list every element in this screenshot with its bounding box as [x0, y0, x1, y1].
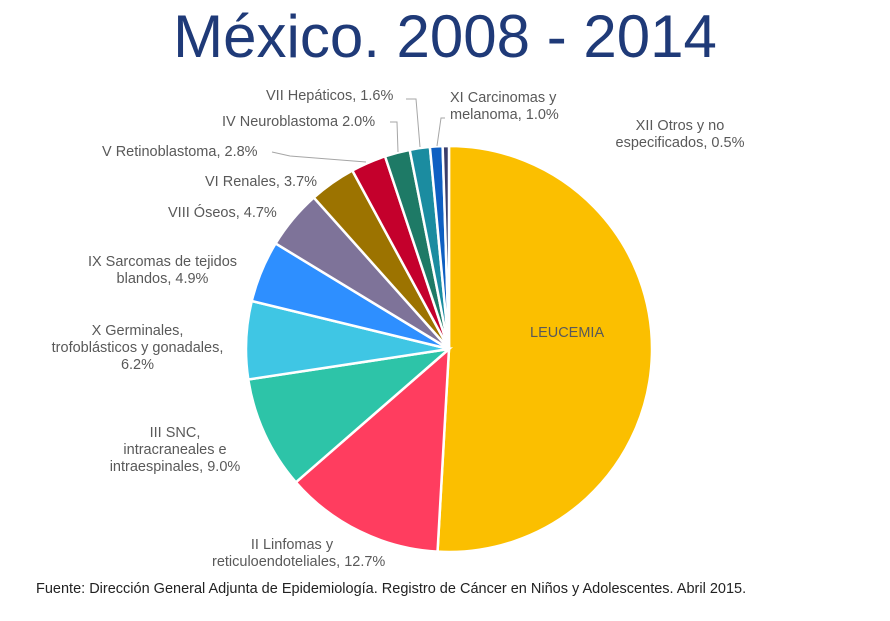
label-hepaticos: VII Hepáticos, 1.6%: [266, 88, 394, 104]
label-line: IX Sarcomas de tejidos: [87, 254, 238, 270]
label-sarcomas: IX Sarcomas de tejidos blandos, 4.9%: [75, 254, 250, 288]
label-line: XII Otros y no: [635, 118, 725, 134]
label-line: intracraneales e: [123, 442, 227, 458]
leader-line-neuroblastoma: [390, 121, 399, 153]
label-line: XI Carcinomas y: [450, 90, 557, 106]
pie-slice-11: [441, 144, 451, 350]
label-line: X Germinales,: [91, 323, 184, 339]
leader-line-carcinomas: [436, 117, 445, 147]
label-carcinomas: XI Carcinomas y melanoma, 1.0%: [450, 90, 559, 124]
source-note: Fuente: Dirección General Adjunta de Epi…: [36, 581, 747, 597]
label-line: reticuloendoteliales, 12.7%: [212, 554, 386, 570]
pie-slice-2: [246, 347, 454, 485]
chart-title: México. 2008 - 2014: [173, 3, 717, 70]
label-line: trofoblásticos y gonadales,: [51, 340, 224, 356]
label-line: 6.2%: [120, 357, 155, 373]
label-linfomas: II Linfomas y reticuloendoteliales, 12.7…: [212, 537, 386, 571]
label-line: intraespinales, 9.0%: [109, 459, 241, 475]
pie-slice-0: [436, 144, 654, 554]
label-line: III SNC,: [149, 425, 201, 441]
label-leucemia: LEUCEMIA: [530, 325, 605, 341]
label-renales: VI Renales, 3.7%: [205, 174, 318, 190]
label-line: II Linfomas y: [250, 537, 334, 553]
label-neuroblastoma: IV Neuroblastoma 2.0%: [222, 114, 376, 130]
label-otros: XII Otros y no especificados, 0.5%: [600, 118, 760, 152]
label-retinoblastoma: V Retinoblastoma, 2.8%: [102, 144, 258, 160]
label-oseos: VIII Óseos, 4.7%: [168, 205, 277, 221]
pie-slice-1: [294, 346, 451, 553]
label-snc: III SNC, intracraneales e intraespinales…: [100, 425, 250, 476]
label-line: melanoma, 1.0%: [450, 107, 559, 123]
label-line: especificados, 0.5%: [615, 135, 745, 151]
leader-line-hepaticos: [406, 98, 421, 148]
leader-line-retinoblastoma: [271, 151, 367, 163]
label-germinales: X Germinales, trofoblásticos y gonadales…: [40, 323, 235, 374]
label-line: blandos, 4.9%: [116, 271, 209, 287]
